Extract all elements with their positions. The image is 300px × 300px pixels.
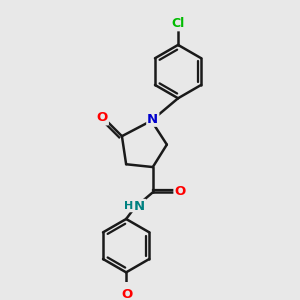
Text: N: N — [134, 200, 145, 213]
Text: O: O — [174, 185, 186, 198]
Text: H: H — [124, 201, 133, 212]
Text: O: O — [122, 288, 133, 300]
Text: O: O — [97, 111, 108, 124]
Text: N: N — [147, 113, 158, 126]
Text: Cl: Cl — [172, 17, 185, 30]
